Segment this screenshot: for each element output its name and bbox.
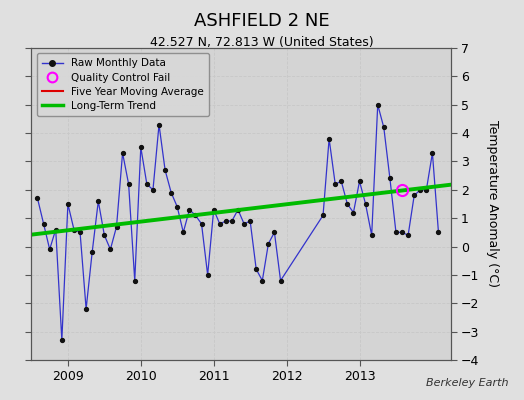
Y-axis label: Temperature Anomaly (°C): Temperature Anomaly (°C)	[486, 120, 499, 288]
Legend: Raw Monthly Data, Quality Control Fail, Five Year Moving Average, Long-Term Tren: Raw Monthly Data, Quality Control Fail, …	[37, 53, 209, 116]
Text: ASHFIELD 2 NE: ASHFIELD 2 NE	[194, 12, 330, 30]
Text: Berkeley Earth: Berkeley Earth	[426, 378, 508, 388]
Text: 42.527 N, 72.813 W (United States): 42.527 N, 72.813 W (United States)	[150, 36, 374, 49]
